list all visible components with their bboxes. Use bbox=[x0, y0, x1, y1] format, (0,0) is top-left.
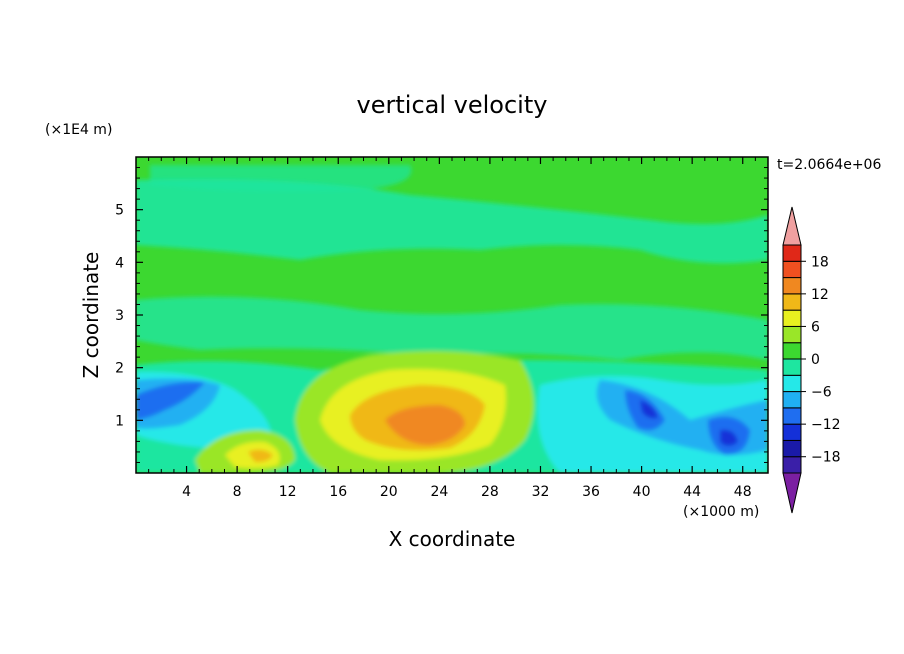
colorbar-swatch bbox=[782, 374, 802, 393]
colorbar-swatch bbox=[782, 260, 802, 279]
downdraft-core bbox=[136, 381, 205, 420]
colorbar-tick-label: −12 bbox=[811, 417, 841, 433]
updraft-region bbox=[385, 405, 465, 445]
x-axis-label: X coordinate bbox=[389, 527, 516, 551]
colorbar-swatch bbox=[782, 456, 802, 474]
colorbar-tick-label: 18 bbox=[811, 254, 829, 270]
colorbar-swatch bbox=[782, 342, 802, 360]
y-tick-label: 4 bbox=[115, 255, 124, 271]
colorbar-swatch bbox=[782, 391, 802, 409]
x-tick-label: 40 bbox=[633, 484, 651, 500]
colorbar-extend-max bbox=[782, 206, 802, 246]
updraft-secondary bbox=[248, 449, 273, 463]
x-tick-label: 12 bbox=[279, 484, 297, 500]
colorbar-tick-label: 6 bbox=[811, 319, 820, 335]
y-units-label: (×1E4 m) bbox=[45, 122, 112, 138]
colorbar-extend-min bbox=[782, 472, 802, 514]
contour-field bbox=[136, 157, 768, 473]
colorbar-tick-label: 0 bbox=[811, 352, 820, 368]
x-tick-label: 48 bbox=[734, 484, 752, 500]
x-tick-label: 8 bbox=[233, 484, 242, 500]
colorbar-swatch bbox=[782, 325, 802, 344]
neutral-region bbox=[150, 165, 412, 192]
x-tick-label: 16 bbox=[329, 484, 347, 500]
neutral-region bbox=[136, 179, 768, 264]
time-label: t=2.0664e+06 bbox=[777, 157, 881, 173]
x-axis: 4 8 12 16 20 24 28 32 36 40 44 48 bbox=[148, 157, 756, 500]
colorbar-swatch bbox=[782, 439, 802, 458]
x-units-label: (×1000 m) bbox=[683, 504, 759, 520]
colorbar: 18 12 6 0 −6 −12 −18 bbox=[782, 206, 841, 514]
x-tick-label: 4 bbox=[182, 484, 191, 500]
x-tick-label: 44 bbox=[683, 484, 701, 500]
x-tick-label: 24 bbox=[430, 484, 448, 500]
y-tick-label: 5 bbox=[115, 203, 124, 219]
x-tick-label: 28 bbox=[481, 484, 499, 500]
y-tick-label: 1 bbox=[115, 413, 124, 429]
colorbar-tick-label: −6 bbox=[811, 385, 832, 401]
colorbar-swatch bbox=[782, 423, 802, 441]
colorbar-swatch bbox=[782, 358, 802, 376]
y-axis: 1 2 3 4 5 bbox=[115, 167, 768, 463]
colorbar-tick-label: 12 bbox=[811, 287, 829, 303]
colorbar-tick-label: −18 bbox=[811, 450, 841, 466]
x-tick-label: 32 bbox=[532, 484, 550, 500]
colorbar-swatch bbox=[782, 309, 802, 327]
colorbar-swatch bbox=[782, 293, 802, 311]
colorbar-swatch bbox=[782, 277, 802, 295]
y-tick-label: 2 bbox=[115, 361, 124, 377]
downdraft-core bbox=[640, 400, 658, 419]
x-tick-label: 20 bbox=[380, 484, 398, 500]
y-axis-label: Z coordinate bbox=[79, 252, 103, 379]
neutral-region bbox=[136, 296, 768, 360]
colorbar-swatch bbox=[782, 244, 802, 262]
chart-title: vertical velocity bbox=[357, 91, 548, 119]
downdraft-core bbox=[720, 429, 738, 446]
x-tick-label: 36 bbox=[582, 484, 600, 500]
y-tick-label: 3 bbox=[115, 308, 124, 324]
colorbar-swatch bbox=[782, 407, 802, 425]
